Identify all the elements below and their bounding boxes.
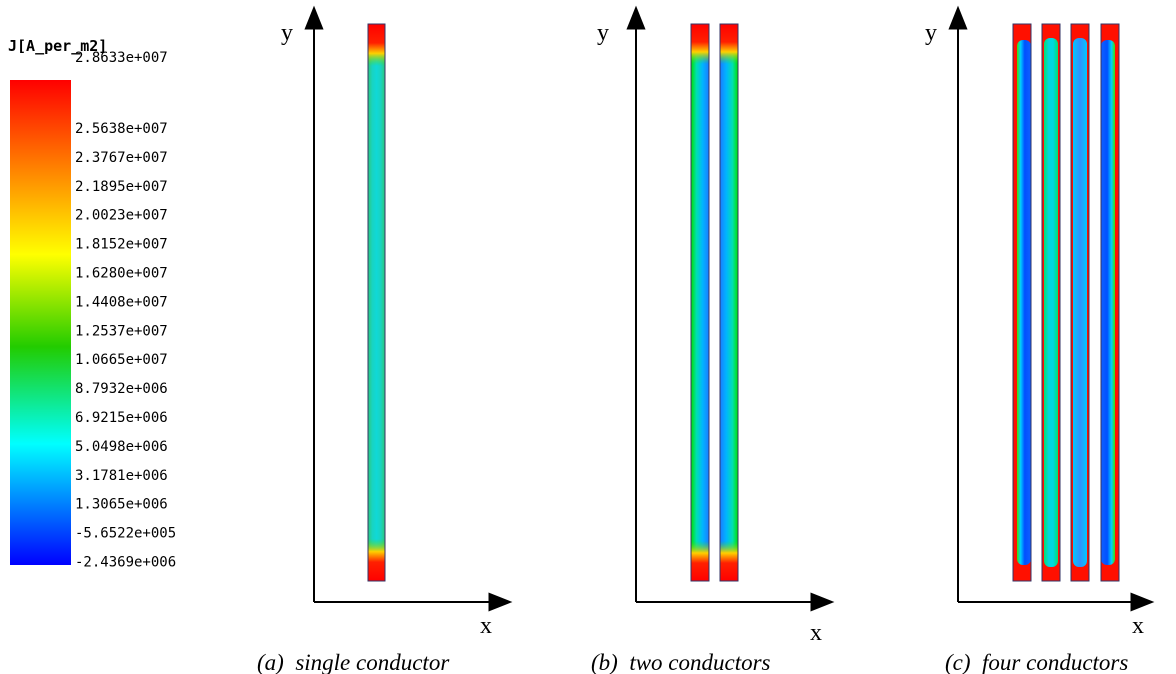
legend-color-bar (10, 80, 71, 565)
color-legend: J[A_per_m2] 2.8633e+007 2.5638e+007 2.3767… (8, 37, 176, 571)
legend-level-label: 3.1781e+006 (75, 468, 168, 484)
panel-caption: (c) four conductors (945, 650, 1128, 674)
panel-four-conductors: y x (c) four conductors (925, 5, 1155, 674)
conductor-2 (1041, 23, 1061, 582)
legend-level-label: -5.6522e+005 (75, 526, 176, 542)
conductor-1 (1012, 23, 1032, 582)
legend-level-label: 8.7932e+006 (75, 381, 168, 397)
x-axis-label: x (1132, 613, 1144, 639)
legend-level-label: 6.9215e+006 (75, 410, 168, 426)
legend-level-label: 1.0665e+007 (75, 352, 168, 368)
panel-two-conductors: y x (b) two conductors (591, 5, 835, 674)
legend-title: J[A_per_m2] (8, 37, 107, 55)
conductor-1 (690, 23, 710, 582)
legend-level-label: 5.0498e+006 (75, 439, 168, 455)
legend-level-label: 1.4408e+007 (75, 294, 168, 310)
legend-level-label: 2.8633e+007 (75, 50, 168, 66)
x-axis-label: x (480, 613, 492, 639)
legend-level-label: 2.0023e+007 (75, 208, 168, 224)
y-axis-label: y (925, 20, 937, 46)
x-axis-label: x (810, 620, 822, 646)
panel-single-conductor: y x (a) single conductor (257, 5, 513, 674)
conductor-2 (719, 23, 739, 582)
panel-caption: (a) single conductor (257, 650, 450, 674)
legend-level-label: 2.3767e+007 (75, 150, 168, 166)
legend-level-label: -2.4369e+006 (75, 555, 176, 571)
legend-level-label: 2.5638e+007 (75, 121, 168, 137)
y-axis-label: y (281, 20, 293, 46)
legend-level-label: 1.6280e+007 (75, 266, 168, 282)
legend-level-label: 1.2537e+007 (75, 323, 168, 339)
conductor (367, 23, 386, 582)
conductor-3 (1070, 23, 1090, 582)
legend-level-label: 1.3065e+006 (75, 497, 168, 513)
legend-level-labels: 2.8633e+007 2.5638e+007 2.3767e+007 2.1895e… (75, 50, 176, 571)
y-axis-label: y (597, 20, 609, 46)
legend-level-label: 1.8152e+007 (75, 237, 168, 253)
conductor-4 (1100, 23, 1120, 582)
legend-level-label: 2.1895e+007 (75, 179, 168, 195)
panel-caption: (b) two conductors (591, 650, 771, 674)
